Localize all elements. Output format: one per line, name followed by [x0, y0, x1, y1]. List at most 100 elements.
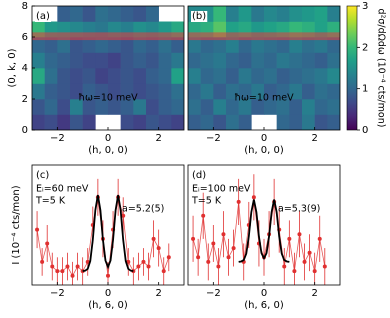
- heat-cell: [264, 6, 277, 22]
- heat-cell: [251, 68, 265, 84]
- data-point: [146, 264, 151, 269]
- heat-cell: [327, 83, 340, 100]
- data-point: [287, 236, 292, 241]
- data-point: [50, 264, 55, 269]
- heat-cell: [213, 68, 227, 84]
- heat-cell: [213, 6, 227, 22]
- data-point: [65, 264, 70, 269]
- heat-cell: [289, 83, 303, 100]
- heat-cell: [327, 114, 340, 130]
- heat-cell: [120, 83, 134, 100]
- data-point: [136, 264, 141, 269]
- heat-cell: [200, 114, 214, 130]
- heat-cell: [264, 52, 277, 69]
- heat-cell: [238, 99, 252, 115]
- heat-cell: [171, 83, 184, 100]
- heat-cell: [44, 52, 58, 69]
- heat-cell: [251, 52, 265, 69]
- label-bg: [35, 11, 52, 22]
- heat-cell: [57, 37, 71, 53]
- heat-cell: [238, 52, 252, 69]
- heat-cell: [226, 37, 239, 53]
- temperature: T=5 K: [191, 196, 222, 207]
- x-tick-label: −2: [50, 133, 65, 144]
- heat-cell: [32, 99, 45, 115]
- heat-cell: [226, 99, 239, 115]
- heat-cell: [289, 52, 303, 69]
- heat-cell: [171, 68, 184, 84]
- heat-cell: [108, 68, 121, 84]
- data-point: [156, 246, 161, 251]
- heat-cell: [158, 114, 172, 130]
- data-point: [75, 264, 80, 269]
- heat-cell: [314, 114, 328, 130]
- x-tick-label: 2: [311, 288, 317, 299]
- heat-cell: [158, 68, 172, 84]
- heat-cell: [200, 83, 214, 100]
- colorbar-tick-label: 0: [362, 125, 368, 136]
- heat-cell: [238, 83, 252, 100]
- heat-cell: [188, 68, 201, 84]
- heat-cell: [302, 114, 315, 130]
- heat-cell: [302, 68, 315, 84]
- heat-cell: [146, 52, 159, 69]
- heat-cell: [314, 52, 328, 69]
- x-tick-label: 0: [261, 133, 267, 144]
- x-axis-label: (h, 6, 0): [244, 300, 284, 311]
- colorbar-tick-label: 3: [362, 1, 368, 12]
- data-point: [161, 269, 166, 274]
- heat-cell: [213, 83, 227, 100]
- heat-cell: [108, 37, 121, 53]
- x-tick-label: −2: [206, 133, 221, 144]
- heat-cell: [251, 37, 265, 53]
- panel-label: (a): [36, 11, 50, 22]
- heat-cell: [226, 114, 239, 130]
- heat-cell: [171, 37, 184, 53]
- data-point: [226, 255, 231, 260]
- heat-cell: [264, 37, 277, 53]
- plot-area: [188, 6, 340, 130]
- x-tick-label: 0: [261, 288, 267, 299]
- heat-cell: [213, 114, 227, 130]
- data-point: [60, 269, 65, 274]
- heat-cell: [120, 68, 134, 84]
- heat-cell: [146, 99, 159, 115]
- heat-cell: [171, 99, 184, 115]
- data-point: [45, 241, 50, 246]
- heat-cell: [188, 52, 201, 69]
- x-tick-label: 0: [105, 288, 111, 299]
- heat-cell: [57, 68, 71, 84]
- heat-cell: [276, 99, 290, 115]
- heat-cell: [32, 37, 45, 53]
- heat-cell: [57, 6, 71, 22]
- data-point: [35, 227, 40, 232]
- heat-cell: [57, 99, 71, 115]
- data-point: [302, 259, 307, 264]
- heat-cell: [146, 6, 159, 22]
- heat-cell: [133, 52, 147, 69]
- heat-cell: [133, 68, 147, 84]
- heat-cell: [251, 6, 265, 22]
- y-tick-label: 0: [22, 125, 28, 136]
- heat-cell: [188, 99, 201, 115]
- panel-label: (b): [192, 11, 206, 22]
- x-tick-label: 2: [155, 133, 161, 144]
- heat-cell: [171, 114, 184, 130]
- incident-energy: Eᵢ=100 meV: [192, 184, 251, 195]
- plot-area: [32, 6, 184, 130]
- heat-cell: [44, 68, 58, 84]
- heat-cell: [289, 37, 303, 53]
- heat-cell: [314, 6, 328, 22]
- highlight-band: [32, 32, 184, 41]
- heat-cell: [70, 114, 83, 130]
- heat-cell: [120, 99, 134, 115]
- heat-cell: [188, 37, 201, 53]
- heat-cell: [314, 99, 328, 115]
- heat-cell: [276, 68, 290, 84]
- data-point: [191, 236, 196, 241]
- fit-curve: [238, 199, 290, 263]
- heat-cell: [120, 52, 134, 69]
- heat-cell: [327, 68, 340, 84]
- heat-cell: [32, 52, 45, 69]
